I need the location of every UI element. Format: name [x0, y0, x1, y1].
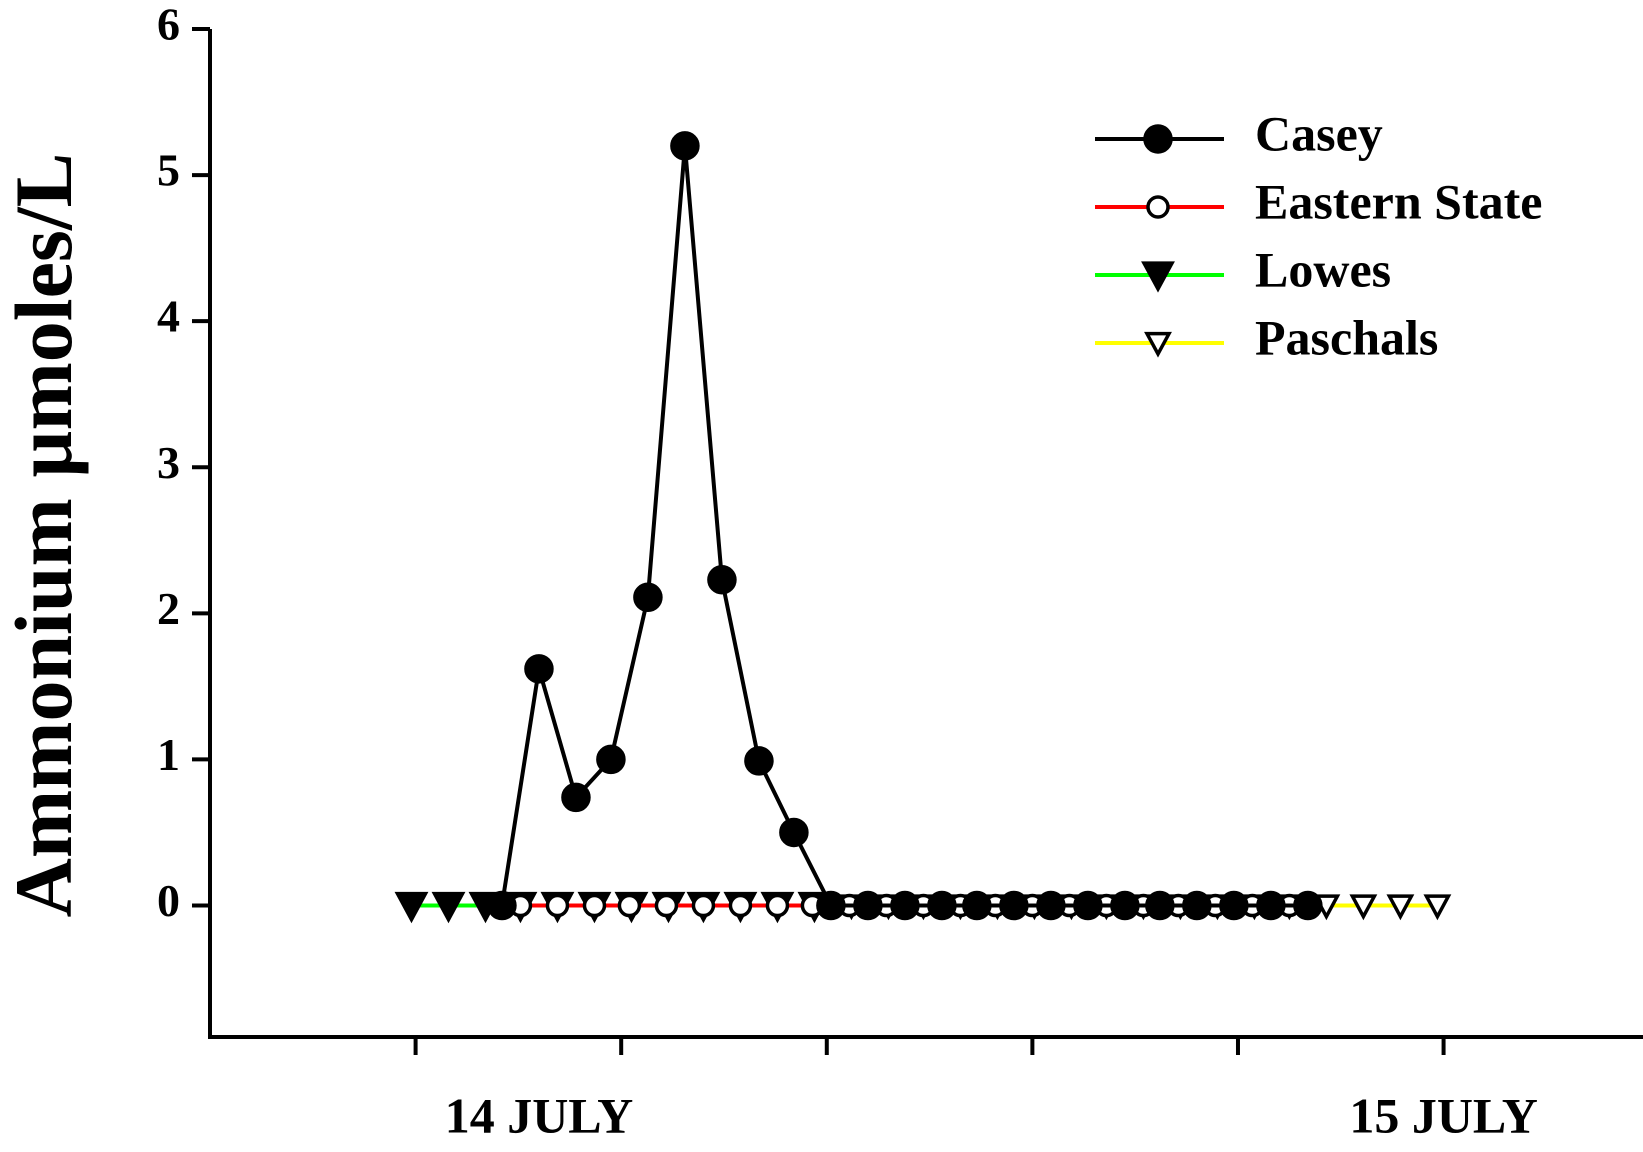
data-point	[394, 891, 429, 924]
legend-label: Lowes	[1255, 241, 1391, 297]
y-tick-label: 1	[157, 729, 180, 780]
data-point	[890, 890, 920, 921]
data-point	[1256, 890, 1286, 921]
data-point	[1219, 890, 1249, 921]
y-tick-label: 4	[157, 291, 180, 342]
data-point	[545, 893, 570, 918]
data-point	[765, 893, 790, 918]
legend-marker	[1141, 261, 1175, 293]
data-point	[524, 654, 554, 684]
data-point	[1293, 890, 1323, 921]
data-point	[1073, 890, 1103, 921]
y-tick-label: 6	[157, 0, 180, 50]
data-point	[1036, 890, 1066, 921]
legend-marker	[1146, 195, 1170, 219]
data-point	[654, 893, 679, 918]
data-point	[1145, 890, 1175, 921]
data-point	[1349, 894, 1378, 921]
legend-marker	[1144, 331, 1172, 358]
data-point	[927, 890, 957, 921]
data-point	[1110, 890, 1140, 921]
data-point	[431, 891, 466, 924]
data-point	[1182, 890, 1212, 921]
data-point	[816, 890, 846, 921]
data-point	[561, 782, 591, 813]
data-point	[633, 582, 663, 613]
data-point	[1423, 894, 1452, 921]
data-point	[670, 131, 700, 161]
y-tick-label: 5	[157, 145, 180, 196]
x-date-label: 14 JULY	[445, 1087, 633, 1143]
data-point	[691, 893, 716, 918]
y-axis-label: Ammonium µmoles/L	[0, 153, 89, 918]
data-point	[853, 890, 883, 921]
data-point	[596, 744, 626, 775]
data-point	[1386, 894, 1415, 921]
y-tick-label: 0	[157, 875, 180, 926]
data-point	[999, 890, 1029, 921]
data-point	[728, 893, 753, 918]
data-point	[962, 890, 992, 921]
y-tick-label: 3	[157, 437, 180, 488]
data-point	[582, 893, 607, 918]
data-point	[707, 564, 737, 595]
data-point	[744, 746, 774, 776]
data-point	[487, 890, 517, 921]
legend-label: Casey	[1255, 105, 1383, 161]
legend-marker	[1143, 124, 1173, 154]
data-point	[617, 893, 642, 918]
series-line	[499, 145, 1308, 908]
legend-label: Paschals	[1255, 309, 1438, 365]
legend-label: Eastern State	[1255, 173, 1542, 229]
data-point	[779, 817, 809, 848]
x-date-label: 15 JULY	[1349, 1087, 1537, 1143]
y-tick-label: 2	[157, 583, 180, 634]
